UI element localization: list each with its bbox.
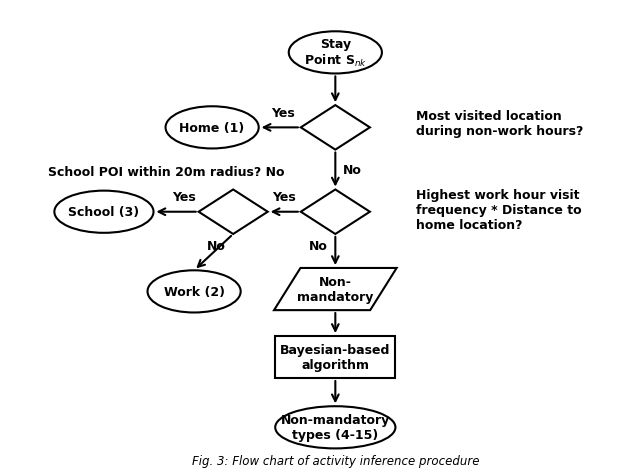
Text: Yes: Yes: [273, 191, 296, 204]
Text: No: No: [207, 239, 226, 252]
Text: Stay
Point S$_{nk}$: Stay Point S$_{nk}$: [304, 38, 367, 69]
Ellipse shape: [54, 191, 154, 233]
Text: School (3): School (3): [68, 206, 140, 219]
Text: Fig. 3: Flow chart of activity inference procedure: Fig. 3: Flow chart of activity inference…: [191, 454, 479, 467]
Polygon shape: [274, 268, 397, 310]
Bar: [275, 336, 396, 378]
Text: Highest work hour visit
frequency * Distance to
home location?: Highest work hour visit frequency * Dist…: [417, 188, 582, 231]
Text: Non-mandatory
types (4-15): Non-mandatory types (4-15): [281, 414, 390, 441]
Text: Yes: Yes: [271, 107, 295, 119]
Polygon shape: [301, 190, 370, 235]
Text: Work (2): Work (2): [164, 285, 225, 298]
Ellipse shape: [147, 271, 241, 313]
Text: No: No: [309, 239, 328, 252]
Text: No: No: [342, 164, 362, 177]
Polygon shape: [301, 106, 370, 150]
Text: School POI within 20m radius? No: School POI within 20m radius? No: [48, 165, 284, 178]
Ellipse shape: [166, 107, 259, 149]
Text: Home (1): Home (1): [179, 121, 244, 135]
Ellipse shape: [275, 407, 396, 448]
Text: Non-
mandatory: Non- mandatory: [297, 276, 374, 303]
Ellipse shape: [289, 32, 382, 74]
Text: Yes: Yes: [172, 191, 196, 204]
Text: Bayesian-based
algorithm: Bayesian-based algorithm: [280, 343, 390, 371]
Polygon shape: [198, 190, 268, 235]
Text: Most visited location
during non-work hours?: Most visited location during non-work ho…: [417, 109, 584, 138]
